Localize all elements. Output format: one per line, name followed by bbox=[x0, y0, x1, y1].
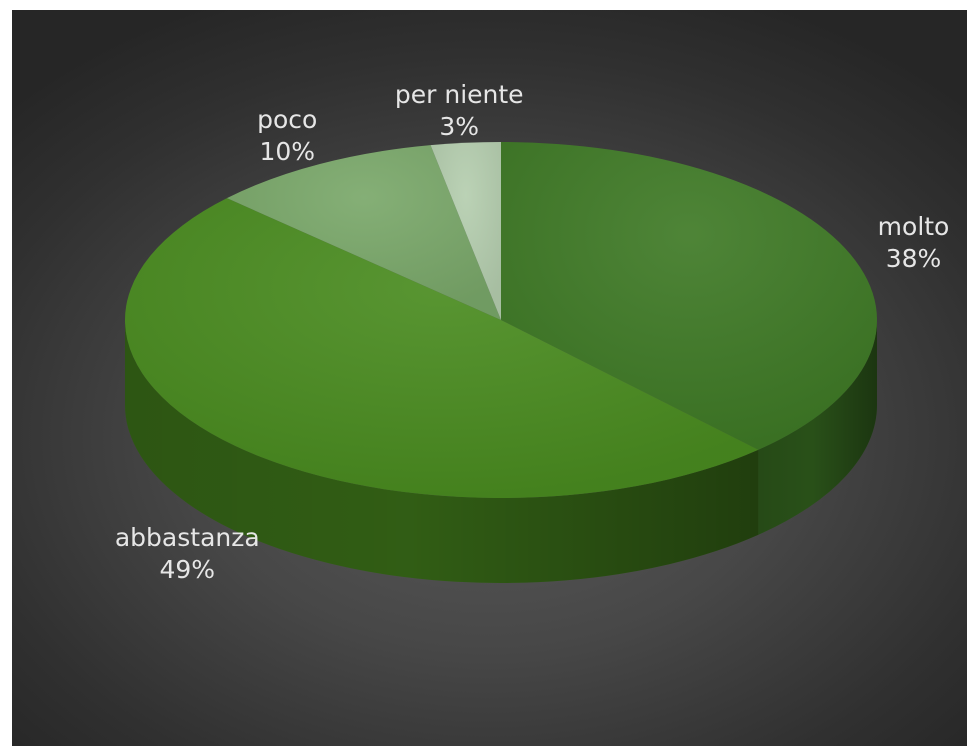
chart-area: molto 38% abbastanza 49% poco 10% per ni… bbox=[12, 10, 967, 746]
slice-percent: 38% bbox=[885, 243, 942, 273]
slice-side-gradient bbox=[758, 320, 877, 535]
slice-percent: 10% bbox=[259, 136, 316, 166]
pie-sides bbox=[125, 320, 877, 584]
slice-category: molto bbox=[877, 211, 950, 241]
slice-top-gradient bbox=[124, 198, 759, 499]
slice-percent: 49% bbox=[159, 554, 216, 584]
slice-category: per niente bbox=[394, 79, 524, 109]
slice-top-gradient bbox=[501, 142, 877, 450]
slice-category: abbastanza bbox=[114, 522, 260, 552]
slice-top-gradient bbox=[430, 142, 501, 320]
pie-chart bbox=[124, 142, 877, 584]
slice-percent: 3% bbox=[439, 111, 480, 141]
slice-top-gradient bbox=[226, 145, 502, 320]
slice-label-molto: molto 38% bbox=[878, 211, 950, 275]
slice-label-poco: poco 10% bbox=[257, 104, 317, 168]
slice-category: poco bbox=[257, 104, 318, 134]
slice-label-per-niente: per niente 3% bbox=[395, 79, 524, 143]
pie-tops bbox=[124, 142, 877, 499]
slice-label-abbastanza: abbastanza 49% bbox=[115, 522, 260, 586]
slice-side-gradient bbox=[125, 320, 759, 584]
